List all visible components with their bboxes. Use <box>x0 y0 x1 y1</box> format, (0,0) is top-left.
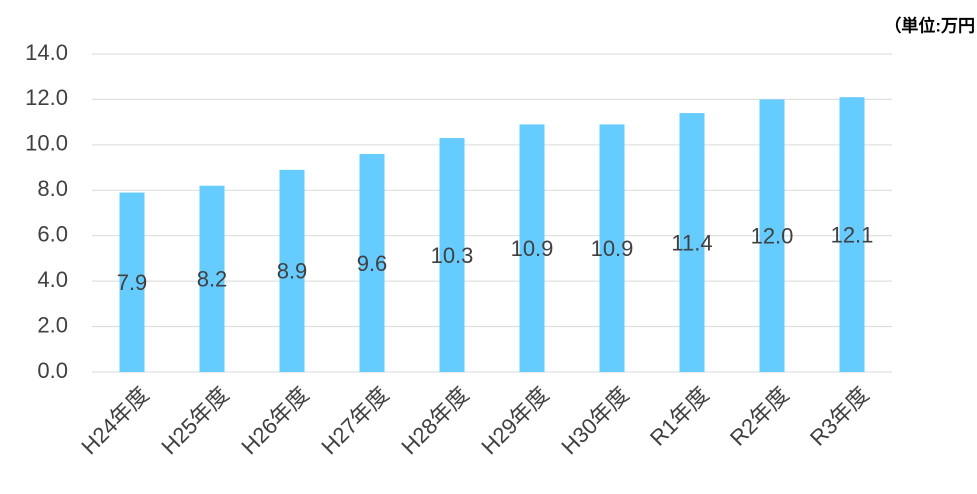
bar <box>439 138 465 372</box>
y-tick-label: 6.0 <box>37 222 68 247</box>
x-tick-label: H28年度 <box>396 382 473 459</box>
x-tick-label: H26年度 <box>236 382 313 459</box>
data-label: 12.0 <box>751 224 794 249</box>
data-label: 8.9 <box>277 259 308 284</box>
data-label: 9.6 <box>357 251 388 276</box>
data-label: 10.9 <box>591 236 634 261</box>
unit-label: （単位:万円 <box>884 15 975 35</box>
y-tick-label: 2.0 <box>37 312 68 337</box>
y-tick-label: 8.0 <box>37 176 68 201</box>
bar <box>519 124 545 373</box>
x-tick-label: R1年度 <box>645 382 714 451</box>
bar <box>599 124 625 373</box>
x-tick-label: H24年度 <box>76 382 153 459</box>
x-tick-label: H27年度 <box>316 382 393 459</box>
bar <box>359 153 385 372</box>
y-tick-label: 14.0 <box>25 40 68 65</box>
bar <box>839 97 865 373</box>
bar <box>759 99 785 372</box>
bar <box>279 169 305 372</box>
bar <box>199 185 225 372</box>
data-label: 7.9 <box>117 270 148 295</box>
bar <box>119 192 145 372</box>
y-tick-label: 10.0 <box>25 131 68 156</box>
x-tick-label: H29年度 <box>476 382 553 459</box>
x-tick-label: H25年度 <box>156 382 233 459</box>
y-tick-label: 0.0 <box>37 358 68 383</box>
x-tick-label: H30年度 <box>556 382 633 459</box>
y-tick-label: 12.0 <box>25 85 68 110</box>
data-label: 11.4 <box>671 230 712 255</box>
data-label: 12.1 <box>831 222 874 247</box>
data-label: 10.3 <box>431 243 474 268</box>
x-tick-label: R2年度 <box>725 382 794 451</box>
data-label: 10.9 <box>511 236 554 261</box>
x-tick-label: R3年度 <box>805 382 874 451</box>
bar <box>679 113 705 373</box>
data-label: 8.2 <box>197 267 228 292</box>
y-tick-label: 4.0 <box>37 267 68 292</box>
